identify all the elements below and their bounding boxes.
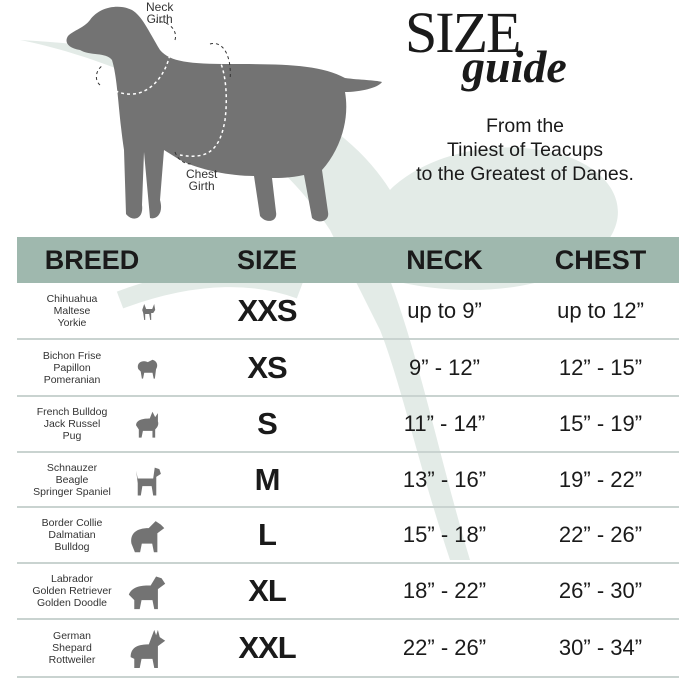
neck-value: 11” - 14” [403,411,486,436]
size-value: L [258,517,277,552]
tagline-line: to the Greatest of Danes. [416,163,634,185]
breed-name: Bichon Frise [42,349,102,362]
neck-girth-label-line: Girth [146,12,173,26]
breed-names: German Shepard Rottweiler [17,630,127,666]
table-header: BREED SIZE NECK CHEST [17,237,679,283]
labrador-icon [127,564,167,618]
pomeranian-icon [127,340,167,395]
breed-name: Schnauzer [46,461,98,474]
chest-value: 26” - 30” [558,578,643,603]
table-row: Border Collie Dalmatian Bulldog L 15” - … [17,508,679,564]
labrador-measurement-illustration [66,6,382,222]
size-table: BREED SIZE NECK CHEST Chihuahua Maltese … [17,237,679,678]
chest-value: 22” - 26” [558,522,643,547]
breed-name: Shepard [52,642,92,654]
size-value: XXL [238,630,296,665]
breed-name: Yorkie [57,316,87,329]
tagline-line: From the [485,115,565,137]
breed-name: Papillon [53,361,91,374]
chest-value: 30” - 34” [558,635,643,660]
size-value: M [254,461,281,497]
neck-girth-label-line: Neck [146,0,174,14]
neck-value: up to 9” [407,297,482,323]
header-size: SIZE [236,244,297,275]
breed-name: German [53,630,91,642]
schnauzer-icon [127,453,167,506]
breed-name: Labrador [50,573,94,585]
breed-name: Dalmatian [48,529,96,541]
tagline-line: Tiniest of Teacups [446,139,604,161]
breed-names: Bichon Frise Papillon Pomeranian [17,350,127,386]
breed-name: Rottweiler [48,654,96,666]
neck-value: 18” - 22” [402,578,487,603]
neck-value: 9” - 12” [409,354,480,380]
breed-name: Golden Doodle [36,597,108,609]
breed-name: Maltese [53,304,91,317]
chest-girth-label-line: Chest [186,167,218,181]
size-value: S [257,406,278,441]
border-collie-icon [127,508,167,562]
breed-names: Schnauzer Beagle Springer Spaniel [17,462,127,498]
breed-name: Golden Retriever [32,585,112,597]
table-row: Chihuahua Maltese Yorkie XXS up to 9” up… [17,283,679,340]
breed-names: Chihuahua Maltese Yorkie [17,293,127,329]
chest-value: up to 12” [557,297,644,323]
title-guide: guide [462,41,567,92]
breed-name: Beagle [55,473,89,486]
neck-girth-label: Neck Girth [146,1,173,25]
breed-names: Labrador Golden Retriever Golden Doodle [17,573,127,609]
chest-value: 12” - 15” [558,354,643,380]
table-row: Labrador Golden Retriever Golden Doodle … [17,564,679,620]
size-value: XS [247,349,287,385]
neck-value: 13” - 16” [402,466,487,492]
table-row: Schnauzer Beagle Springer Spaniel M 13” … [17,453,679,508]
header-breed: BREED [44,244,140,275]
breed-name: Pug [62,430,82,442]
german-shepherd-icon [127,620,167,676]
tagline: From the Tiniest of Teacups to the Great… [380,114,670,186]
breed-names: French Bulldog Jack Russel Pug [17,406,127,442]
breed-name: Border Collie [41,517,103,529]
table-row: French Bulldog Jack Russel Pug S 11” - 1… [17,397,679,453]
title-size: SIZE [405,0,521,65]
neck-value: 15” - 18” [402,522,487,547]
chihuahua-icon [127,283,167,338]
size-value: XL [248,573,287,608]
breed-name: Jack Russel [43,418,101,430]
french-bulldog-icon [127,397,167,451]
breed-name: Springer Spaniel [33,485,111,498]
breed-name: French Bulldog [36,406,108,418]
chest-girth-label-line: Girth [188,179,215,193]
chest-girth-label: Chest Girth [186,168,217,192]
breed-names: Border Collie Dalmatian Bulldog [17,517,127,553]
breed-name: Pomeranian [43,373,101,386]
table-row: Bichon Frise Papillon Pomeranian XS 9” -… [17,340,679,397]
chest-value: 15” - 19” [558,411,643,436]
chest-value: 19” - 22” [558,466,643,492]
header-chest: CHEST [554,244,647,275]
neck-value: 22” - 26” [402,635,487,660]
breed-name: Chihuahua [46,292,98,305]
size-value: XXS [237,292,297,328]
header-neck: NECK [406,244,483,275]
breed-name: Bulldog [54,541,90,553]
table-row: German Shepard Rottweiler XXL 22” - 26” … [17,620,679,678]
